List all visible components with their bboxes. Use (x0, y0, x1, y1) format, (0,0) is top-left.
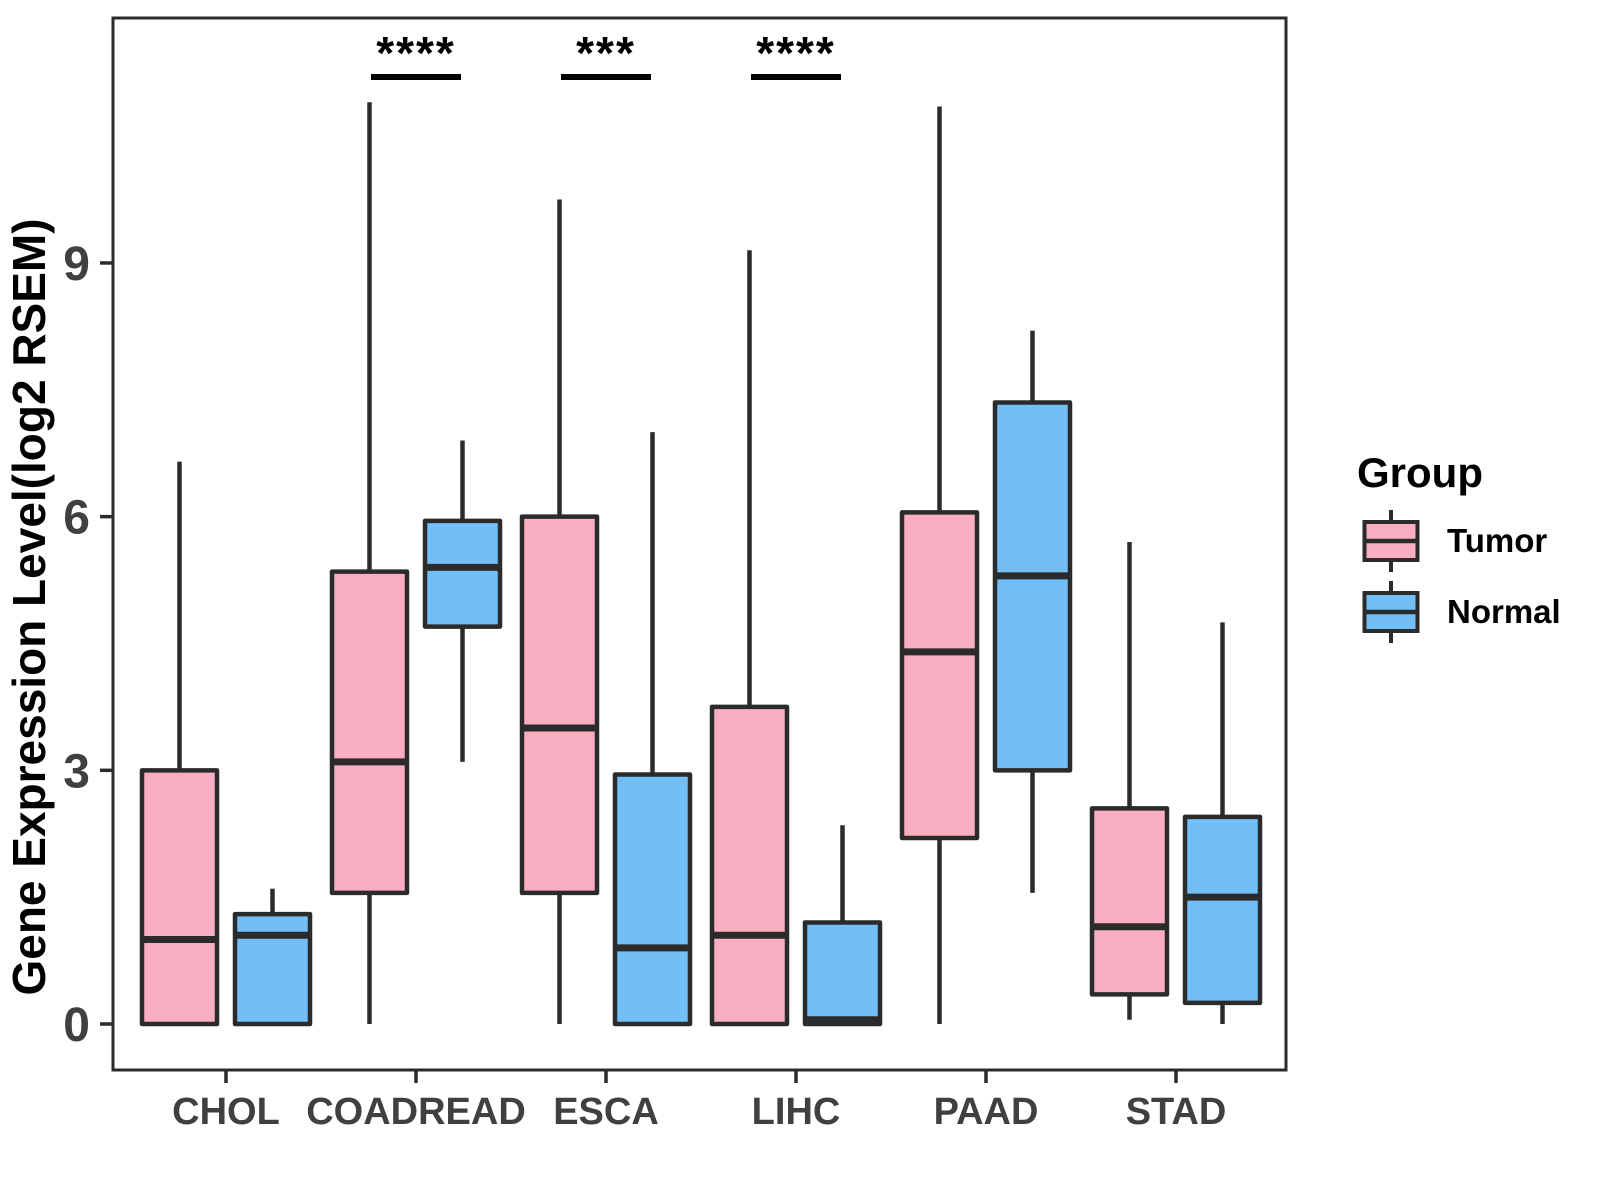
plot-panel-border (111, 16, 1288, 1072)
box-normal-STAD (1182, 814, 1263, 1006)
significance-stars-LIHC: **** (756, 27, 836, 79)
box-normal-CHOL (232, 911, 313, 1027)
x-category-label: PAAD (934, 1091, 1039, 1133)
x-category-label: CHOL (172, 1091, 280, 1133)
box-normal-LIHC (802, 920, 883, 1027)
y-tick-label: 9 (63, 238, 90, 291)
legend-label-tumor: Tumor (1447, 522, 1547, 559)
x-category-label: COADREAD (306, 1091, 526, 1133)
legend-title: Group (1357, 449, 1483, 496)
box-tumor-LIHC (709, 704, 790, 1027)
x-category-label: ESCA (553, 1091, 659, 1133)
legend-label-normal: Normal (1447, 593, 1561, 630)
box-tumor-PAAD (899, 510, 980, 841)
box-tumor-CHOL (139, 768, 220, 1027)
y-tick-label: 3 (63, 745, 90, 798)
box-normal-PAAD (992, 400, 1073, 773)
y-tick-label: 6 (63, 492, 90, 545)
y-axis-title: Gene Expression Level(log2 RSEM) (3, 218, 55, 995)
box-tumor-COADREAD (329, 569, 410, 896)
y-tick-label: 0 (63, 999, 90, 1052)
x-category-label: LIHC (752, 1091, 841, 1133)
box-normal-ESCA (612, 772, 693, 1027)
x-category-label: STAD (1126, 1091, 1227, 1133)
box-tumor-ESCA (519, 514, 600, 896)
significance-stars-COADREAD: **** (376, 27, 456, 79)
box-normal-COADREAD (422, 518, 503, 629)
box-tumor-STAD (1089, 806, 1170, 997)
significance-stars-ESCA: *** (576, 27, 636, 79)
